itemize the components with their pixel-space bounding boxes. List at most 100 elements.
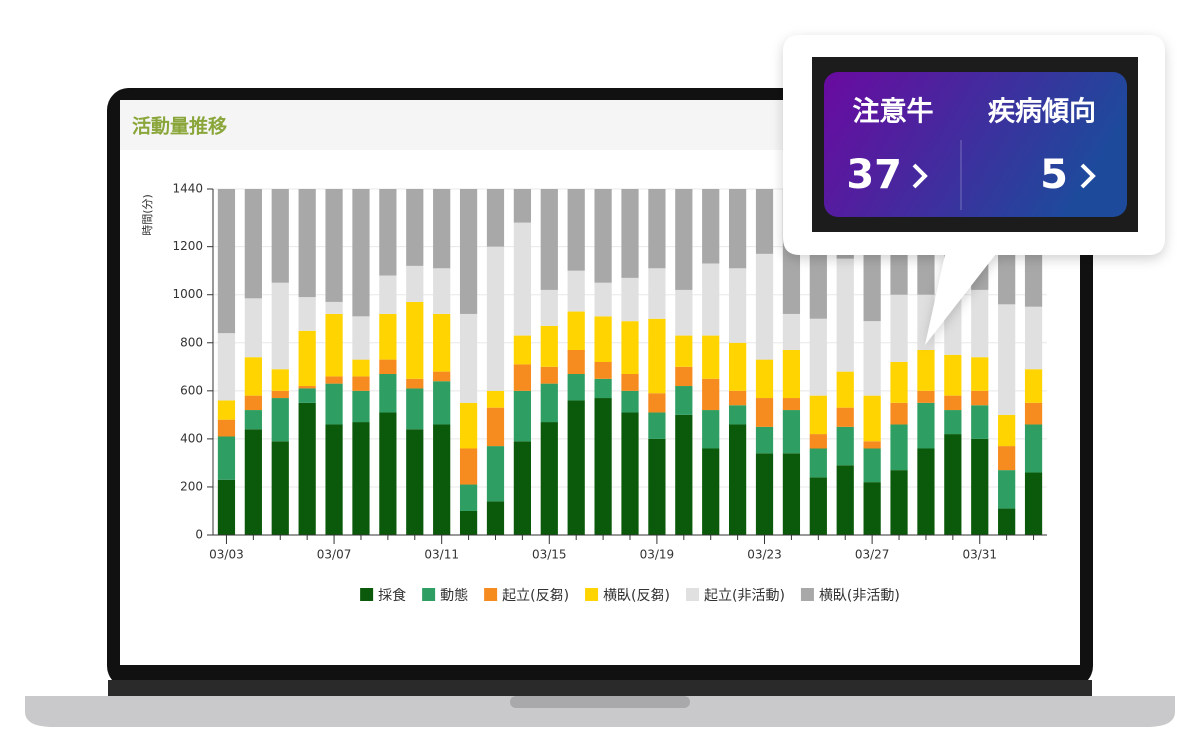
bar-segment (621, 321, 639, 375)
legend-swatch (422, 588, 436, 601)
legend: 採食 動態 起立(反芻) 横臥(反芻) 起立(非活動) 横臥(非活動) (360, 588, 900, 604)
bar-segment (809, 395, 827, 435)
bar-segment (406, 388, 424, 430)
y-tick-label: 600 (180, 383, 203, 397)
bar-segment (217, 479, 236, 535)
bar-segment (621, 374, 639, 391)
bar-segment (782, 410, 801, 454)
bar-segment (729, 189, 747, 269)
bar-segment (298, 297, 316, 331)
bar-segment (917, 390, 935, 403)
bar-segment (379, 374, 397, 413)
bar-segment (594, 398, 612, 535)
bar-segment (513, 390, 531, 442)
bar-segment (433, 424, 451, 535)
bar-segment (944, 410, 962, 435)
bar-segment (352, 316, 370, 360)
bar-segment (459, 448, 478, 485)
bar-segment (352, 359, 370, 377)
legend-label: 採食 (378, 588, 406, 604)
bar-segment (729, 342, 747, 391)
bar-segment (702, 263, 720, 336)
bar-segment (755, 189, 774, 254)
bar-segment (1024, 306, 1043, 370)
bar-segment (513, 364, 531, 391)
bar-segment (675, 189, 693, 290)
bar-segment (379, 359, 397, 375)
bar-segment (486, 246, 505, 391)
bar-segment (379, 189, 397, 276)
bar-segment (729, 424, 747, 535)
bar-segment (325, 301, 343, 314)
bar-segment (944, 434, 962, 535)
bar-segment (1024, 369, 1043, 403)
bar-segment (890, 294, 908, 362)
chevron[interactable] (1080, 163, 1096, 189)
bar-segment (675, 335, 693, 367)
bar-segment (594, 378, 612, 399)
bar-segment (244, 395, 262, 411)
bar-segment (782, 453, 801, 535)
bar-segment (809, 477, 827, 535)
bar-segment (998, 304, 1016, 415)
bar-segment (271, 189, 289, 283)
bar-segment (352, 422, 370, 535)
bar-segment (298, 189, 316, 298)
bar-segment (675, 386, 693, 415)
bar-segment (809, 318, 827, 396)
bar-segment (513, 335, 531, 365)
bar-segment (217, 436, 236, 480)
bar-segment (540, 366, 558, 384)
bar-segment (998, 508, 1016, 535)
bar-segment (836, 465, 854, 535)
bar-segment (567, 189, 585, 271)
bar-segment (1024, 402, 1043, 425)
x-tick-label: 03/19 (640, 548, 675, 562)
bar-segment (406, 429, 424, 535)
x-tick-label: 03/03 (209, 548, 244, 562)
callout-value[interactable]: 37 (846, 152, 902, 198)
bar-segment (325, 189, 343, 302)
bar-segment (971, 405, 989, 439)
x-tick-label: 03/31 (962, 548, 997, 562)
bar-segment (729, 268, 747, 343)
bar-segment (540, 422, 558, 535)
bar-segment (352, 390, 370, 423)
bar-segment (217, 419, 236, 437)
bar-segment (459, 313, 478, 403)
legend-swatch (800, 588, 814, 601)
bar-segment (648, 393, 666, 413)
bar-segment (486, 390, 505, 408)
bar-segment (298, 388, 316, 403)
legend-swatch (484, 588, 498, 601)
bar-segment (244, 298, 262, 358)
bar-segment (325, 424, 343, 535)
bar-segment (836, 426, 854, 466)
bar-segment (379, 412, 397, 535)
bar-segment (325, 376, 343, 384)
bar-segment (755, 253, 774, 360)
bar-segment (433, 381, 451, 425)
y-tick-label: 0 (195, 528, 203, 542)
y-tick-label: 800 (180, 335, 203, 349)
bar-segment (540, 189, 558, 290)
bar-segment (675, 289, 693, 336)
callout-card (824, 72, 1127, 217)
bar-segment (836, 407, 854, 427)
bar-segment (271, 390, 289, 399)
bar-segment (675, 366, 693, 387)
bar-segment (244, 429, 262, 535)
callout-value[interactable]: 5 (1040, 152, 1068, 198)
chevron[interactable] (912, 163, 928, 189)
bar-segment (917, 402, 935, 449)
bar-segment (244, 189, 262, 299)
bar-segment (513, 222, 531, 336)
y-tick-label: 1200 (172, 239, 203, 253)
bar-segment (917, 349, 935, 391)
bar-segment (459, 510, 478, 535)
bar-segment (863, 482, 881, 535)
bar-segment (433, 268, 451, 314)
bar-segment (325, 383, 343, 425)
bar-segment (621, 189, 639, 278)
